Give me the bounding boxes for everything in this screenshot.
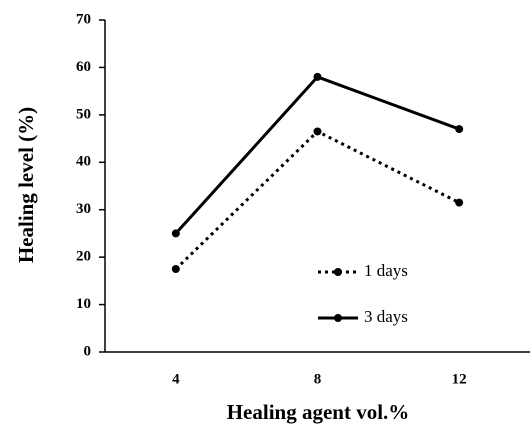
y-tick-label: 20: [76, 249, 91, 265]
y-tick-label: 50: [76, 106, 91, 122]
point: [171, 229, 180, 238]
y-tick-label: 10: [76, 296, 91, 312]
x-tick-label: 8: [314, 371, 322, 387]
legend-label: 1 days: [364, 261, 408, 280]
legend-label: 3 days: [364, 307, 408, 326]
point: [313, 72, 322, 81]
series-line: [174, 75, 460, 235]
y-tick-label: 60: [76, 59, 91, 75]
x-tick-label: 12: [452, 371, 467, 387]
y-tick-label: 70: [76, 11, 91, 27]
y-axis-label: Healing level (%): [14, 107, 38, 263]
y-tick-label: 40: [76, 154, 91, 170]
legend-marker: [334, 268, 342, 276]
series-line: [174, 129, 460, 271]
x-tick-label: 4: [172, 371, 180, 387]
y-tick-label: 0: [84, 343, 92, 359]
point: [455, 198, 464, 207]
point: [171, 265, 180, 273]
y-tick-label: 30: [76, 201, 91, 217]
point: [313, 127, 322, 136]
legend-marker: [334, 314, 342, 322]
point: [455, 125, 464, 134]
x-axis-label: Healing agent vol.%: [227, 400, 410, 424]
